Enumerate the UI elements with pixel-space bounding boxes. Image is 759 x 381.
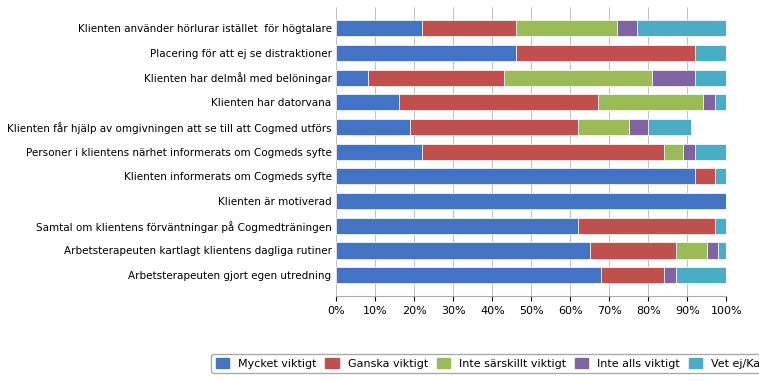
Bar <box>714 168 726 184</box>
Bar <box>336 94 398 110</box>
Bar <box>617 20 637 36</box>
Bar <box>597 94 703 110</box>
Bar <box>336 69 367 86</box>
Legend: Mycket viktigt, Ganska viktigt, Inte särskillt viktigt, Inte alls viktigt, Vet e: Mycket viktigt, Ganska viktigt, Inte sär… <box>211 354 759 373</box>
Bar <box>515 20 617 36</box>
Bar <box>719 242 726 258</box>
Bar <box>683 144 695 160</box>
Bar <box>336 144 422 160</box>
Bar <box>515 45 695 61</box>
Bar <box>336 45 515 61</box>
Bar <box>714 218 726 234</box>
Bar <box>411 119 578 135</box>
Bar <box>628 119 648 135</box>
Bar <box>336 267 601 283</box>
Bar <box>707 242 719 258</box>
Bar <box>676 267 726 283</box>
Bar <box>703 94 714 110</box>
Bar <box>504 69 652 86</box>
Bar <box>336 20 422 36</box>
Bar <box>367 69 504 86</box>
Bar <box>422 144 664 160</box>
Bar <box>676 242 707 258</box>
Bar <box>336 119 411 135</box>
Bar <box>664 267 676 283</box>
Bar <box>590 242 676 258</box>
Bar <box>422 20 515 36</box>
Bar <box>652 69 695 86</box>
Bar <box>336 168 695 184</box>
Bar <box>398 94 597 110</box>
Bar <box>336 193 726 209</box>
Bar <box>336 242 590 258</box>
Bar <box>336 218 578 234</box>
Bar <box>578 218 714 234</box>
Bar <box>637 20 726 36</box>
Bar <box>648 119 691 135</box>
Bar <box>601 267 664 283</box>
Bar <box>695 69 726 86</box>
Bar <box>664 144 683 160</box>
Bar <box>578 119 628 135</box>
Bar <box>695 168 714 184</box>
Bar <box>695 45 726 61</box>
Bar <box>714 94 726 110</box>
Bar <box>695 144 726 160</box>
